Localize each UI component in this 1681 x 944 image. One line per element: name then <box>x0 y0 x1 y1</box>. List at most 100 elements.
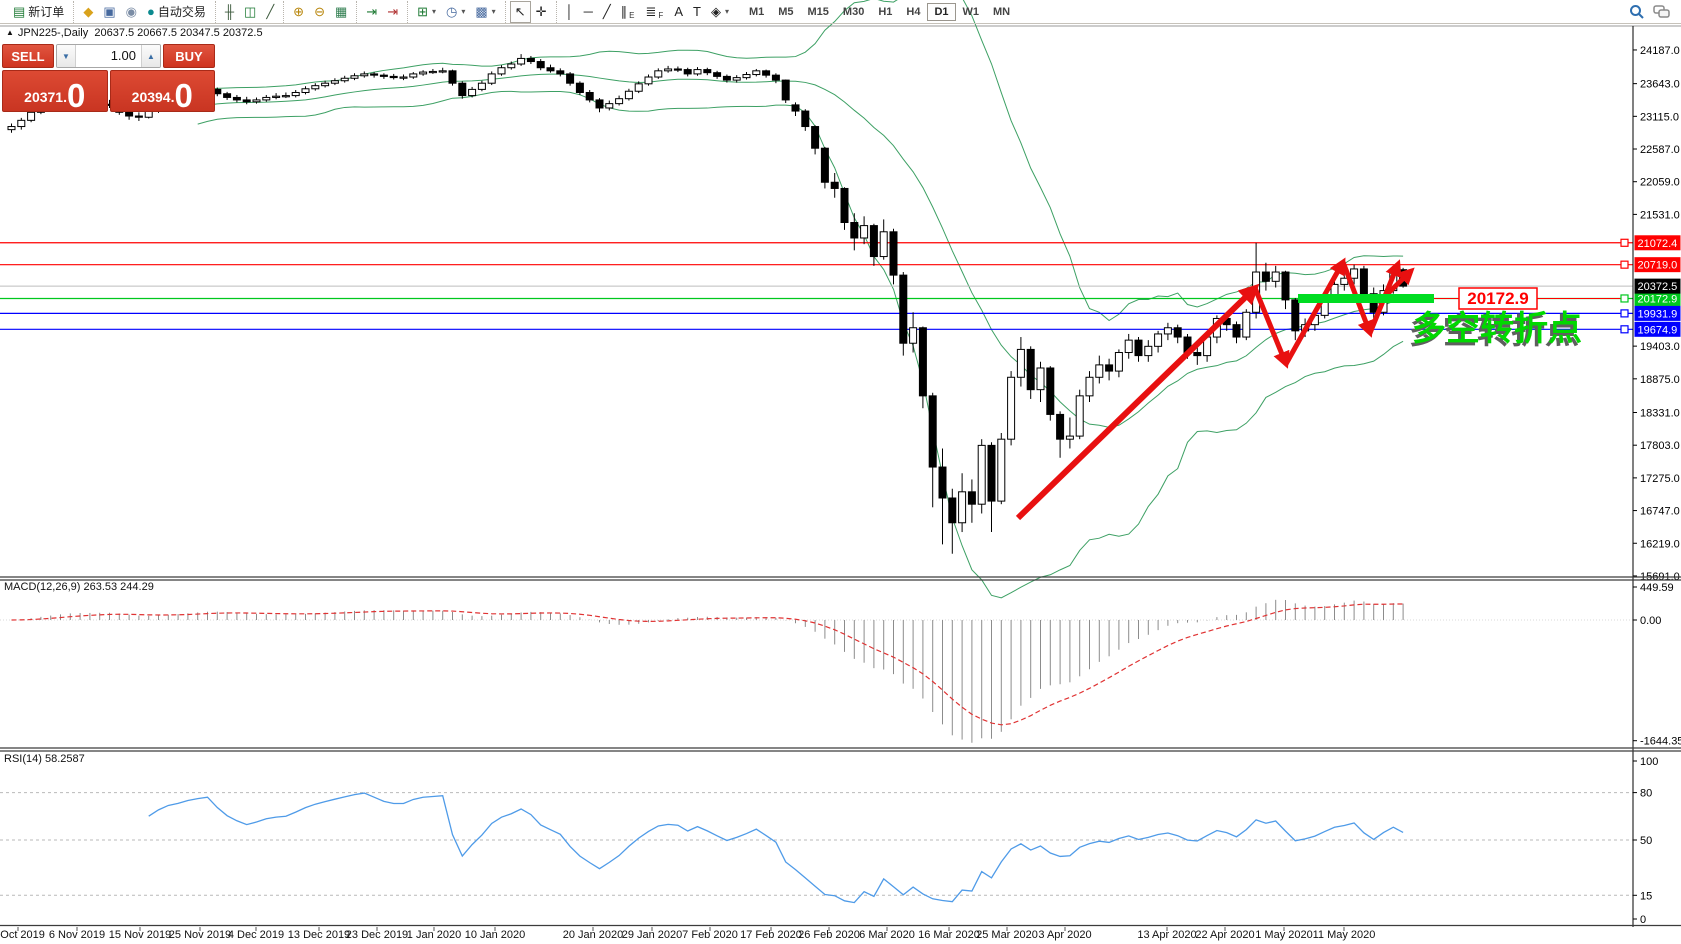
volume-decrease-button[interactable]: ▼ <box>57 45 76 67</box>
sell-button[interactable]: SELL <box>2 44 54 68</box>
chat-icon[interactable] <box>1653 4 1671 20</box>
timeframe-m1-button[interactable]: M1 <box>748 5 765 18</box>
ohlc-values: 20637.5 20667.5 20347.5 20372.5 <box>94 27 263 39</box>
date-tick: 15 Nov 2019 <box>109 929 171 941</box>
candlestick-type-button[interactable]: ◫ <box>239 1 261 23</box>
tile-windows-button[interactable]: ▦ <box>330 1 352 23</box>
axis-label-21072.4-chip <box>1634 235 1681 251</box>
toolbar-group: ⊕ ⊖ ▦ <box>283 0 356 23</box>
trendline-button[interactable]: ╱ <box>598 1 616 23</box>
new-order-button[interactable]: ▤ 新订单 <box>8 1 69 23</box>
price-tick: 19403.0 <box>1640 341 1680 353</box>
one-click-toggle-icon[interactable]: ▲ <box>6 28 14 37</box>
bar-chart-type-button[interactable]: ╫ <box>220 1 239 23</box>
dropdown-caret-icon[interactable]: ▾ <box>491 7 496 16</box>
toolbar-group: ↖ ✛ <box>504 0 556 23</box>
search-icon[interactable] <box>1629 4 1645 20</box>
date-tick: 26 Feb 2020 <box>798 929 860 941</box>
line-anchor-icon[interactable] <box>1620 238 1629 247</box>
zigzag-arrow-2[interactable] <box>1252 287 1290 369</box>
text-label-button[interactable]: T <box>688 1 706 23</box>
period-button[interactable]: ◷ ▾ <box>441 1 470 23</box>
rsi-pane[interactable] <box>0 792 1633 904</box>
sell-price-main: 20371 <box>24 89 64 105</box>
price-tick: 17803.0 <box>1640 440 1680 452</box>
chart-shift-button[interactable]: ⇥ <box>382 1 403 23</box>
zigzag-arrow-3[interactable] <box>1283 257 1346 366</box>
dropdown-caret-icon[interactable]: ▾ <box>461 7 466 16</box>
new-chart-icon: ⊞ <box>417 4 428 19</box>
vertical-line-button[interactable]: │ <box>561 1 579 23</box>
timeframe-mn-button[interactable]: MN <box>993 5 1011 18</box>
signals-icon[interactable]: ◉ <box>121 1 142 23</box>
indicators-button[interactable]: ▩ ▾ <box>470 1 500 23</box>
pivot-annotation-text[interactable]: 多空转折点 <box>1412 310 1582 348</box>
date-tick: 1 May 2020 <box>1255 929 1312 941</box>
timeframe-m15-button[interactable]: M15 <box>807 5 829 18</box>
buy-button[interactable]: BUY <box>163 44 215 68</box>
timeframe-h4-button[interactable]: H4 <box>906 5 921 18</box>
line-anchor-icon[interactable] <box>1620 325 1629 334</box>
zoom-in-button[interactable]: ⊕ <box>288 1 309 23</box>
dropdown-caret-icon[interactable]: ▾ <box>724 7 729 16</box>
compass-icon[interactable]: ◆ <box>78 1 98 23</box>
timeframe-w1-button[interactable]: W1 <box>962 5 980 18</box>
auto-trading-button[interactable]: ● 自动交易 <box>142 1 211 23</box>
candlestick-type-icon: ◫ <box>244 4 257 19</box>
macd-signal-line <box>11 603 1404 726</box>
one-click-trading-panel: SELL ▼ 1.00 ▲ BUY 20371. 0 20394. 0 <box>2 44 215 112</box>
text-label-icon: T <box>692 4 701 19</box>
compass-icon-icon: ◆ <box>83 4 94 19</box>
crosshair-button[interactable]: ✛ <box>531 1 552 23</box>
new-chart-button[interactable]: ⊞ ▾ <box>412 1 441 23</box>
volume-value[interactable]: 1.00 <box>110 48 136 63</box>
equidistant-channel-button[interactable]: ∥ E <box>620 4 635 20</box>
arrows-button[interactable]: ◈ ▾ <box>706 1 734 23</box>
buy-price-button[interactable]: 20394. 0 <box>109 70 215 112</box>
horizontal-line-button[interactable]: ─ <box>579 1 598 23</box>
zigzag-arrow-1[interactable] <box>1015 283 1260 521</box>
market-watch-icon[interactable]: ▣ <box>98 1 120 23</box>
text-icon: A <box>674 4 683 19</box>
price-callout-text: 20172.9 <box>1467 289 1528 308</box>
price-tick: 17275.0 <box>1640 473 1680 485</box>
toolbar-group: ◆ ▣ ◉ ● 自动交易 <box>73 0 215 23</box>
axis-label-19674.9: 19674.9 <box>1638 324 1678 336</box>
date-tick: 29 Jan 2020 <box>622 929 683 941</box>
timeframe-m30-button[interactable]: M30 <box>842 5 865 18</box>
price-callout-box[interactable] <box>1458 287 1538 310</box>
price-tick: 22587.0 <box>1640 144 1680 156</box>
current-price-label: 20372.5 <box>1638 281 1678 293</box>
date-tick: 10 Jan 2020 <box>465 929 526 941</box>
date-tick: 11 May 2020 <box>1313 929 1376 941</box>
timeframe-d1-button[interactable]: D1 <box>927 2 956 21</box>
rsi-tick: 80 <box>1640 788 1652 800</box>
pivot-level-bar[interactable] <box>1298 294 1434 303</box>
fibonacci-button[interactable]: ≣ F <box>645 4 664 20</box>
date-tick: 25 Mar 2020 <box>976 929 1038 941</box>
line-anchor-icon[interactable] <box>1620 260 1629 269</box>
toolbar-group: ⇥ ⇥ <box>356 0 407 23</box>
timeframe-m5-button[interactable]: M5 <box>778 5 794 18</box>
line-anchor-icon[interactable] <box>1620 294 1629 303</box>
date-tick: 3 Apr 2020 <box>1038 929 1091 941</box>
equidistant-channel-icon: ∥ <box>620 4 628 19</box>
macd-pane[interactable] <box>0 599 1633 743</box>
dropdown-caret-icon[interactable]: ▾ <box>432 7 437 16</box>
zoom-out-button[interactable]: ⊖ <box>309 1 330 23</box>
sell-price-button[interactable]: 20371. 0 <box>2 70 108 112</box>
rsi-tick: 100 <box>1640 756 1658 768</box>
text-button[interactable]: A <box>669 1 688 23</box>
cursor-button[interactable]: ↖ <box>509 0 531 23</box>
date-tick: 20 Jan 2020 <box>563 929 624 941</box>
timeframe-h1-button[interactable]: H1 <box>878 5 893 18</box>
tile-windows-icon: ▦ <box>334 4 348 19</box>
auto-scroll-button[interactable]: ⇥ <box>361 1 382 23</box>
horizontal-line-icon: ─ <box>583 4 593 19</box>
line-anchor-icon[interactable] <box>1620 309 1629 318</box>
line-chart-type-button[interactable]: ╱ <box>261 1 279 23</box>
volume-increase-button[interactable]: ▲ <box>141 45 160 67</box>
